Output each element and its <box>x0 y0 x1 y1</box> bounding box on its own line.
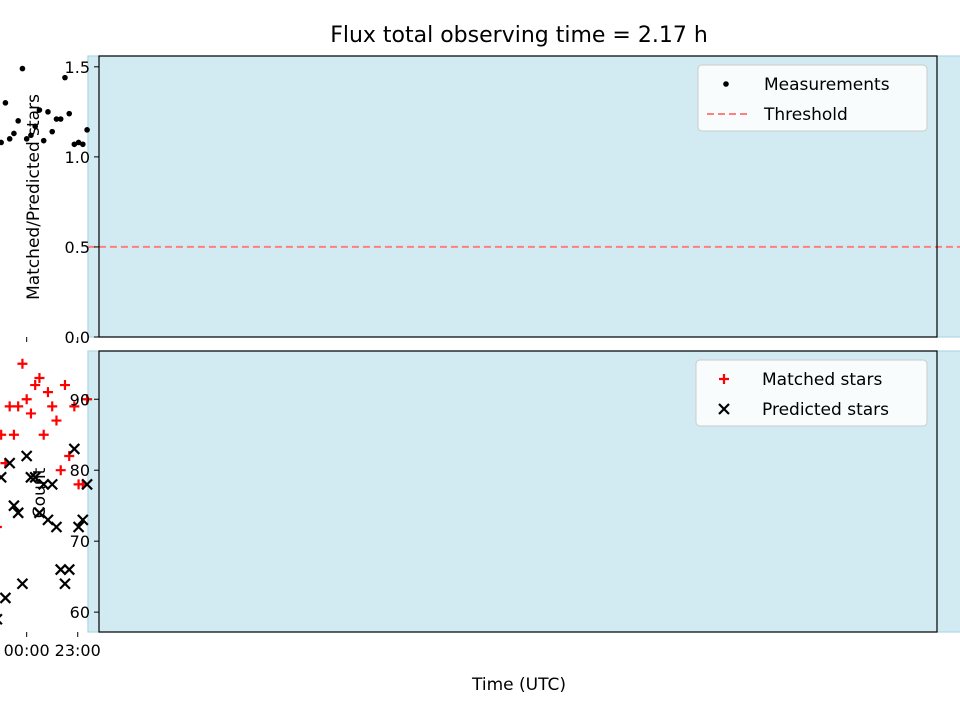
measurement-point <box>49 128 56 135</box>
axes-frame <box>98 350 938 633</box>
top-legend: Measurements Threshold <box>697 64 928 132</box>
y-tick-label: 90 <box>70 390 90 409</box>
predicted-stars-point <box>72 521 85 533</box>
matched-stars-point <box>42 387 53 398</box>
measurement-point <box>66 110 73 117</box>
matched-stars-point <box>69 401 80 412</box>
legend-label: Threshold <box>763 105 848 125</box>
measurement-point <box>11 130 17 137</box>
y-tick-label: 0.5 <box>65 238 90 257</box>
legend-label: Predicted stars <box>762 400 889 420</box>
bottom-panel-xlabel: Time (UTC) <box>471 675 566 695</box>
predicted-stars-point <box>0 613 3 626</box>
matched-stars-point <box>51 415 62 426</box>
legend-label: Matched stars <box>762 370 882 390</box>
x-tick-label: 23:00 <box>55 641 101 660</box>
legend-predicted-swatch <box>718 403 730 415</box>
matched-stars-point <box>59 380 70 391</box>
chart-title: Flux total observing time = 2.17 h <box>330 23 708 48</box>
measurement-point <box>84 127 90 133</box>
predicted-stars-point <box>3 457 16 469</box>
x-tick-label: 00:00 <box>4 641 50 660</box>
matched-stars-point <box>47 401 58 412</box>
predicted-stars-point <box>63 563 76 576</box>
predicted-stars-point <box>46 478 58 491</box>
predicted-stars-point <box>0 592 12 604</box>
predicted-stars-point <box>0 471 7 484</box>
measurement-point <box>53 116 60 122</box>
y-tick-label: 60 <box>70 603 90 622</box>
measurement-point <box>62 74 68 81</box>
measurement-point <box>71 141 78 148</box>
matched-stars-point <box>0 429 7 440</box>
legend-box <box>695 359 928 427</box>
matched-stars-point <box>55 465 66 476</box>
measurement-point <box>15 118 21 124</box>
matched-stars-point <box>8 429 19 440</box>
matched-stars-point <box>30 380 41 391</box>
y-tick-label: 1.5 <box>65 58 90 77</box>
predicted-stars-point <box>25 471 37 484</box>
axes-frame <box>98 55 938 338</box>
legend-label: Measurements <box>764 75 890 95</box>
legend-matched-swatch <box>719 374 729 384</box>
measurement-point <box>2 100 9 106</box>
predicted-stars-point <box>29 471 41 484</box>
y-tick-label: 80 <box>70 461 90 480</box>
measurement-point <box>19 65 26 72</box>
measurement-point <box>80 141 86 148</box>
predicted-stars-point <box>16 577 29 590</box>
matched-stars-point <box>73 479 84 490</box>
matched-stars-point <box>13 401 24 412</box>
bottom-panel-marks: 6070809023:0000:0001:0002:0003:0004:0005… <box>0 350 960 660</box>
matched-stars-point <box>34 372 45 383</box>
matched-stars-point <box>17 358 28 369</box>
chart-marks: 0.00.51.01.5MeasurementsThreshold6070809… <box>0 55 960 660</box>
predicted-stars-point <box>81 478 93 491</box>
matched-stars-point <box>38 429 49 440</box>
predicted-stars-point <box>8 499 20 512</box>
matched-stars-point <box>25 408 36 419</box>
predicted-stars-point <box>54 563 67 576</box>
measurement-point <box>28 132 34 139</box>
top-panel: Matched/Predicted stars <box>24 94 44 300</box>
measurement-point <box>36 107 43 113</box>
measurement-point <box>57 116 64 122</box>
matched-stars-point <box>82 394 93 405</box>
measurement-point <box>6 136 13 142</box>
matched-stars-point <box>0 525 2 529</box>
top-panel-ylabel: Matched/Predicted stars <box>24 94 44 300</box>
measurement-point <box>0 139 4 146</box>
predicted-stars-point <box>20 450 33 462</box>
legend-measurements-swatch <box>723 81 729 87</box>
measurement-point <box>45 109 51 115</box>
predicted-stars-point <box>12 507 24 519</box>
predicted-stars-point <box>77 514 89 526</box>
bottom-legend: Matched stars Predicted stars <box>695 359 928 427</box>
y-tick-label: 1.0 <box>65 148 90 167</box>
matched-stars-point <box>4 401 15 412</box>
measurement-point <box>23 136 30 142</box>
measurement-point <box>75 139 82 146</box>
predicted-stars-point <box>33 507 46 519</box>
measurement-point <box>32 123 38 130</box>
measurement-point <box>40 137 47 144</box>
predicted-stars-point <box>68 443 81 455</box>
matched-stars-point <box>21 394 32 405</box>
legend-box <box>697 64 928 132</box>
predicted-stars-point <box>59 577 71 590</box>
y-tick-label: 70 <box>70 532 90 551</box>
